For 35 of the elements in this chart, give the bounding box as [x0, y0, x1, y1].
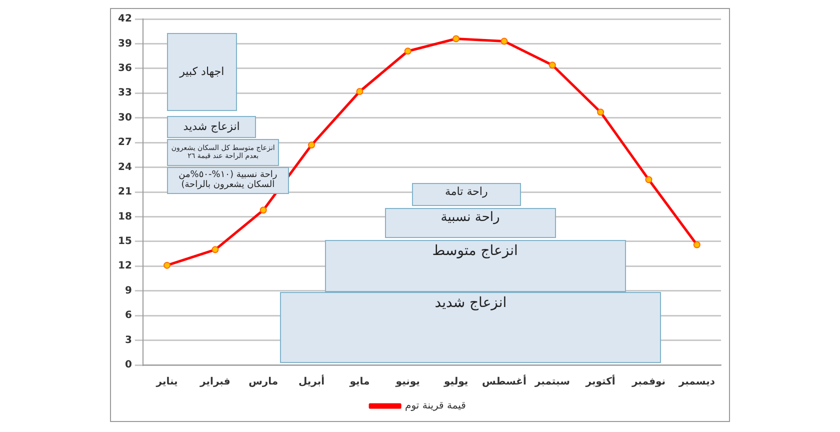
- x-tick-label: يوليو: [442, 376, 468, 388]
- text-box: انزعاج شديد: [280, 292, 662, 364]
- x-tick-label: أغسطس: [482, 374, 526, 388]
- y-tick-label: 15: [118, 236, 132, 248]
- y-tick-label: 39: [118, 38, 132, 50]
- y-tick-label: 33: [118, 88, 132, 99]
- y-tick-label: 27: [118, 137, 132, 148]
- x-tick-label: ديسمبر: [678, 376, 715, 388]
- text-box: اجهاد كبير: [167, 33, 237, 112]
- y-tick-label: 9: [124, 285, 132, 296]
- y-tick-label: 42: [118, 14, 132, 25]
- y-tick-label: 3: [124, 334, 132, 346]
- text-box: راحة تامة: [412, 182, 522, 206]
- x-tick-label: يونيو: [394, 376, 420, 388]
- y-tick-label: 30: [118, 112, 132, 124]
- x-tick-label: مارس: [248, 376, 278, 388]
- x-tick-label: مايو: [348, 376, 370, 388]
- x-tick-label: فبراير: [199, 376, 230, 388]
- text-box: انزعاج شديد: [167, 116, 256, 138]
- text-box: راحة نسبية: [384, 208, 556, 238]
- y-tick-label: 21: [118, 186, 132, 198]
- y-tick-label: 6: [124, 310, 132, 322]
- x-tick-label: يناير: [155, 376, 178, 388]
- y-tick-label: 18: [118, 211, 132, 222]
- y-tick-label: 12: [118, 260, 132, 272]
- x-tick-label: أكتوبر: [584, 374, 616, 388]
- text-box: انزعاج متوسط: [324, 240, 626, 292]
- y-tick-label: 36: [118, 63, 132, 74]
- x-tick-label: سبتمبر: [534, 376, 570, 388]
- x-tick-label: نوفمبر: [630, 376, 666, 388]
- x-tick-label: أبريل: [298, 374, 325, 388]
- text-box: راحة نسبية (١٠%-٥٠%من السكان يشعرون بالراحة): [167, 167, 289, 194]
- y-tick-label: 0: [124, 360, 132, 371]
- y-tick-label: 24: [118, 162, 132, 173]
- legend-label: قيمة قرينة توم: [405, 400, 466, 412]
